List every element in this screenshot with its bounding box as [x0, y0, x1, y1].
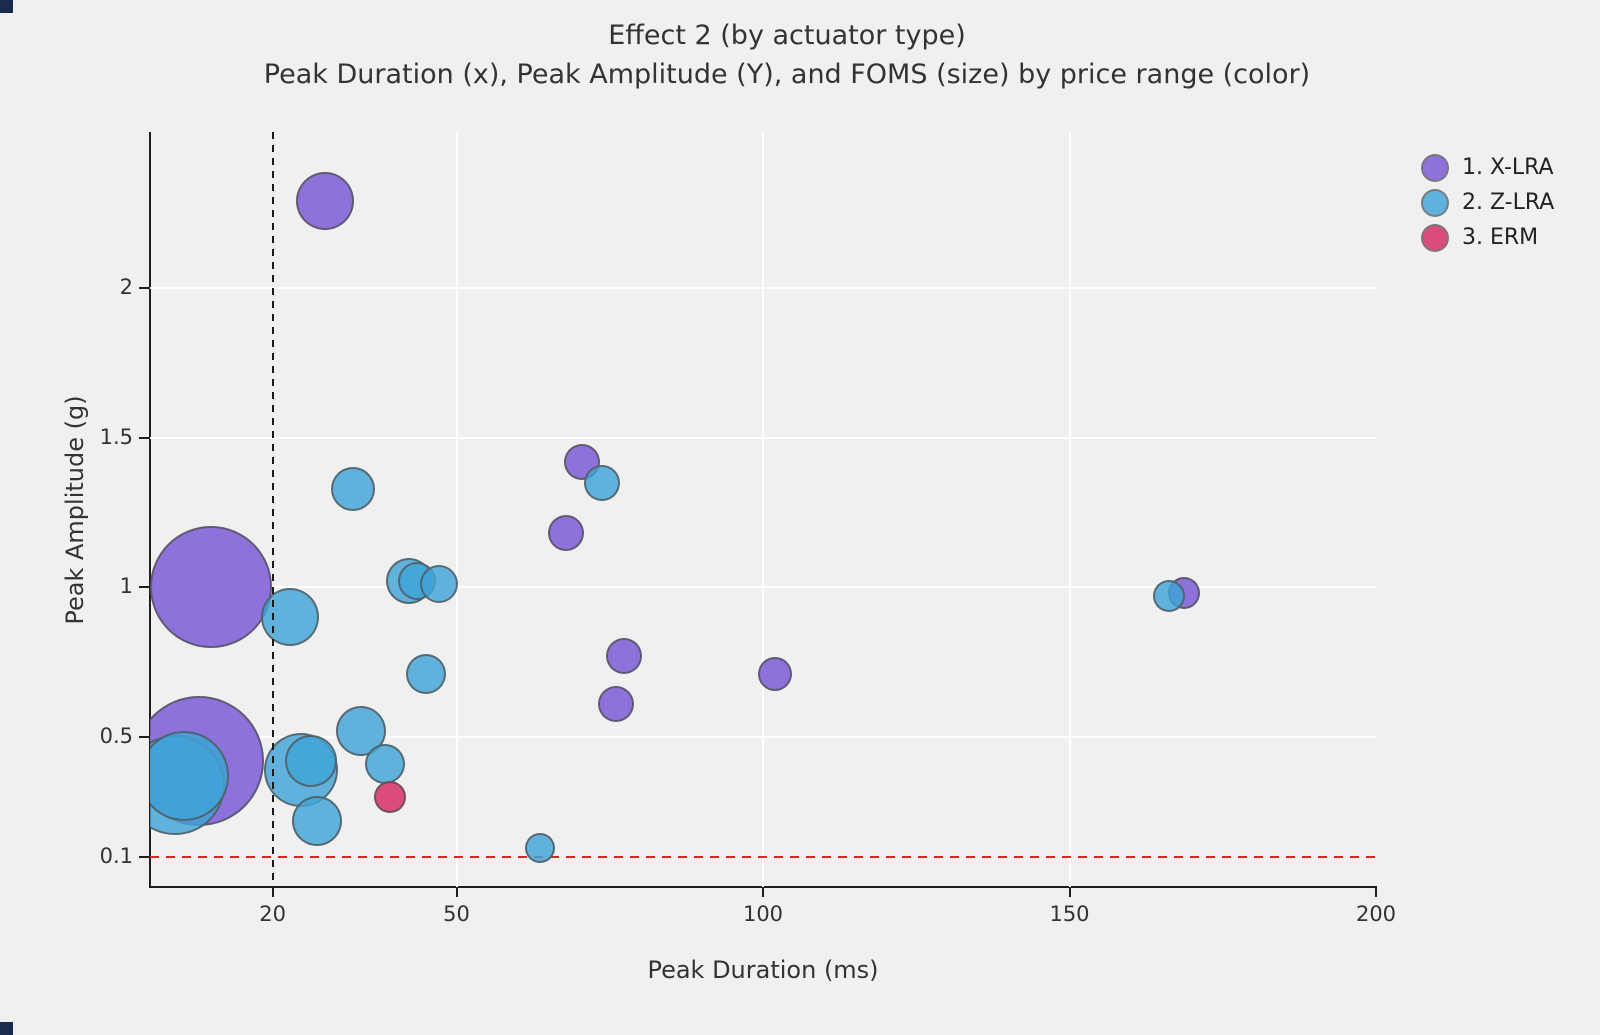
- y-tick-0.1: [139, 856, 149, 859]
- bubble-x-lra: [605, 638, 642, 675]
- x-tick-200: [1375, 888, 1377, 897]
- chart-title: Effect 2 (by actuator type): [608, 20, 966, 51]
- corner-mark-bottom: [0, 1022, 13, 1035]
- x-axis-label: Peak Duration (ms): [647, 956, 879, 984]
- x-tick-label-50: 50: [443, 902, 470, 926]
- y-tick-1: [139, 586, 149, 589]
- x-tick-150: [1068, 888, 1071, 897]
- legend-swatch-erm: [1421, 223, 1449, 252]
- bubble-erm: [374, 781, 407, 814]
- bubble-x-lra: [295, 171, 354, 230]
- y-axis-spine: [149, 132, 151, 888]
- x-tick-label-20: 20: [259, 902, 286, 926]
- legend-swatch-z-lra: [1421, 188, 1449, 217]
- y-tick-label-0.1: 0.1: [99, 844, 133, 869]
- bubble-z-lra: [406, 654, 447, 695]
- legend-label-x-lra: 1. X-LRA: [1462, 155, 1554, 180]
- gridline-y-2: [150, 286, 1376, 289]
- bubble-z-lra: [284, 735, 337, 788]
- bubble-x-lra: [757, 657, 792, 692]
- y-tick-2: [139, 286, 149, 289]
- gridline-x-150: [1068, 132, 1071, 887]
- bubble-z-lra: [330, 466, 375, 511]
- x-tick-label-100: 100: [742, 902, 784, 926]
- y-tick-label-0.5: 0.5: [99, 724, 133, 749]
- legend-swatch-x-lra: [1421, 153, 1449, 182]
- x-tick-20: [271, 888, 274, 897]
- legend-item-z-lra: 2. Z-LRA: [1421, 185, 1554, 220]
- gridline-x-50: [455, 132, 458, 887]
- legend-label-erm: 3. ERM: [1462, 225, 1539, 250]
- y-tick-1.5: [139, 436, 149, 439]
- y-tick-label-1: 1: [119, 574, 133, 599]
- bubble-z-lra: [525, 833, 556, 864]
- bubble-x-lra: [150, 526, 273, 649]
- bubble-z-lra: [419, 565, 458, 604]
- bubble-z-lra: [584, 464, 621, 501]
- gridline-y-1.5: [150, 436, 1376, 439]
- legend-item-erm: 3. ERM: [1421, 220, 1554, 255]
- x-tick-label-150: 150: [1049, 902, 1090, 926]
- bubble-z-lra: [150, 731, 229, 822]
- x-tick-label-200: 200: [1355, 902, 1397, 926]
- y-tick-0.5: [139, 736, 149, 739]
- gridline-y-0.5: [150, 736, 1376, 739]
- bubble-z-lra: [292, 796, 343, 847]
- legend-label-z-lra: 2. Z-LRA: [1462, 190, 1555, 215]
- plot-area: [150, 132, 1376, 887]
- corner-mark-top: [0, 0, 13, 13]
- x-tick-100: [762, 888, 764, 897]
- gridline-y-1: [150, 586, 1376, 589]
- reference-hline: [150, 856, 1376, 859]
- bubble-x-lra: [547, 515, 584, 552]
- legend: 1. X-LRA 2. Z-LRA 3. ERM: [1421, 150, 1554, 255]
- bubble-z-lra: [1153, 580, 1186, 613]
- x-tick-50: [455, 888, 458, 897]
- bubble-z-lra: [260, 588, 319, 647]
- gridline-x-100: [762, 132, 764, 887]
- y-tick-label-2: 2: [119, 274, 133, 299]
- bubble-z-lra: [365, 744, 406, 785]
- y-tick-label-1.5: 1.5: [99, 424, 133, 449]
- chart-subtitle: Peak Duration (x), Peak Amplitude (Y), a…: [263, 59, 1311, 90]
- x-axis-spine: [149, 886, 1377, 888]
- bubble-x-lra: [597, 686, 634, 723]
- reference-vline: [271, 132, 274, 887]
- legend-item-x-lra: 1. X-LRA: [1421, 150, 1554, 185]
